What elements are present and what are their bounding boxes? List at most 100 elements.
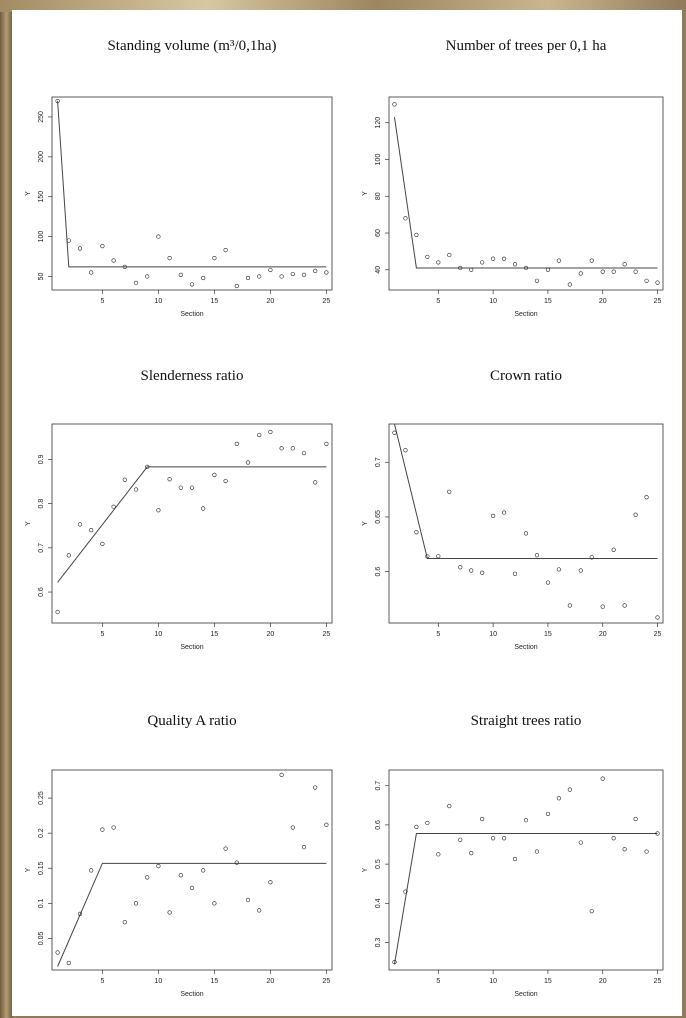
- y-tick-label: 0.4: [375, 898, 382, 908]
- data-point: [313, 785, 318, 790]
- data-point: [534, 553, 540, 558]
- fit-line: [57, 862, 327, 967]
- data-point: [436, 554, 441, 559]
- data-point: [600, 776, 605, 781]
- x-axis-label: Section: [514, 991, 537, 998]
- data-point: [447, 489, 452, 494]
- data-point: [611, 547, 616, 552]
- y-tick-label: 0.25: [38, 791, 45, 805]
- data-point: [257, 274, 262, 279]
- data-point: [480, 570, 485, 575]
- y-tick-label: 0.6: [38, 587, 45, 597]
- data-point: [89, 270, 94, 275]
- x-tick-label: 5: [100, 298, 104, 305]
- y-axis-label: Y: [25, 191, 32, 196]
- data-point: [633, 512, 638, 517]
- data-point: [425, 554, 430, 559]
- data-point: [145, 274, 150, 279]
- data-point: [458, 565, 463, 570]
- y-tick-label: 60: [375, 229, 382, 237]
- data-point: [414, 824, 419, 829]
- data-point: [145, 875, 150, 880]
- y-tick-label: 200: [38, 151, 45, 163]
- x-tick-label: 20: [599, 978, 607, 985]
- data-point: [403, 216, 408, 221]
- data-point: [545, 580, 551, 585]
- chart-6: Straight trees ratio 5 10 15 20 25 0.3 0.4 0.5 0.…: [362, 713, 664, 998]
- y-tick-label: 0.3: [375, 938, 382, 948]
- y-tick-label: 80: [375, 192, 382, 200]
- x-tick-label: 20: [599, 298, 607, 305]
- y-tick-label: 0.8: [38, 499, 45, 509]
- y-tick-label: 0.6: [375, 820, 382, 830]
- plot-frame: [51, 96, 333, 291]
- data-point: [178, 485, 183, 490]
- data-point: [556, 258, 561, 263]
- background-top-strip: [0, 0, 686, 12]
- x-tick-label: 25: [654, 298, 662, 305]
- y-axis-label: Y: [25, 867, 32, 872]
- data-point: [501, 836, 507, 841]
- data-point: [313, 268, 318, 273]
- data-point: [633, 816, 638, 822]
- data-point: [66, 238, 71, 243]
- data-point: [189, 282, 195, 287]
- data-point: [55, 98, 60, 104]
- plot-frame: [51, 769, 333, 971]
- data-point: [622, 847, 627, 852]
- data-point: [223, 846, 228, 851]
- data-point: [523, 531, 529, 536]
- chart-title: Straight trees ratio: [471, 713, 582, 729]
- x-tick-label: 25: [654, 631, 662, 638]
- data-point: [133, 901, 139, 906]
- data-point: [545, 267, 551, 272]
- y-tick-label: 40: [375, 266, 382, 274]
- x-tick-label: 25: [323, 298, 331, 305]
- data-point: [156, 508, 161, 513]
- data-point: [279, 772, 284, 778]
- data-point: [301, 845, 307, 850]
- x-tick-label: 15: [544, 978, 552, 985]
- data-point: [279, 446, 284, 451]
- data-point: [201, 275, 206, 281]
- data-point: [324, 270, 329, 275]
- data-point: [556, 567, 561, 572]
- data-point: [324, 822, 329, 827]
- y-tick-label: 0.6: [375, 567, 382, 577]
- y-axis-label: Y: [362, 191, 369, 196]
- data-point: [156, 234, 161, 239]
- x-tick-label: 10: [489, 298, 497, 305]
- data-point: [491, 836, 496, 841]
- x-tick-label: 20: [599, 631, 607, 638]
- chart-title: Number of trees per 0,1 ha: [446, 38, 607, 54]
- data-point: [245, 897, 251, 902]
- data-point: [89, 528, 94, 533]
- data-point: [167, 477, 172, 482]
- data-point: [290, 446, 295, 451]
- data-point: [301, 272, 307, 277]
- data-point: [89, 868, 94, 873]
- fit-line: [393, 833, 658, 965]
- data-point: [156, 864, 161, 869]
- data-point: [223, 248, 228, 253]
- data-point: [392, 102, 397, 107]
- x-tick-label: 20: [267, 631, 275, 638]
- data-point: [512, 262, 518, 267]
- data-point: [111, 825, 116, 830]
- data-point: [245, 275, 251, 281]
- data-point: [268, 267, 273, 273]
- x-axis-label: Section: [180, 644, 203, 651]
- data-point: [491, 513, 496, 518]
- data-point: [469, 851, 474, 856]
- x-tick-label: 5: [100, 978, 104, 985]
- data-point: [425, 820, 430, 826]
- data-point: [644, 849, 649, 854]
- data-point: [501, 510, 507, 515]
- data-point: [392, 430, 397, 435]
- data-point: [414, 530, 419, 535]
- data-point: [458, 837, 463, 842]
- data-point: [447, 252, 452, 258]
- y-tick-label: 0.9: [38, 454, 45, 464]
- x-tick-label: 15: [544, 631, 552, 638]
- data-point: [257, 908, 262, 913]
